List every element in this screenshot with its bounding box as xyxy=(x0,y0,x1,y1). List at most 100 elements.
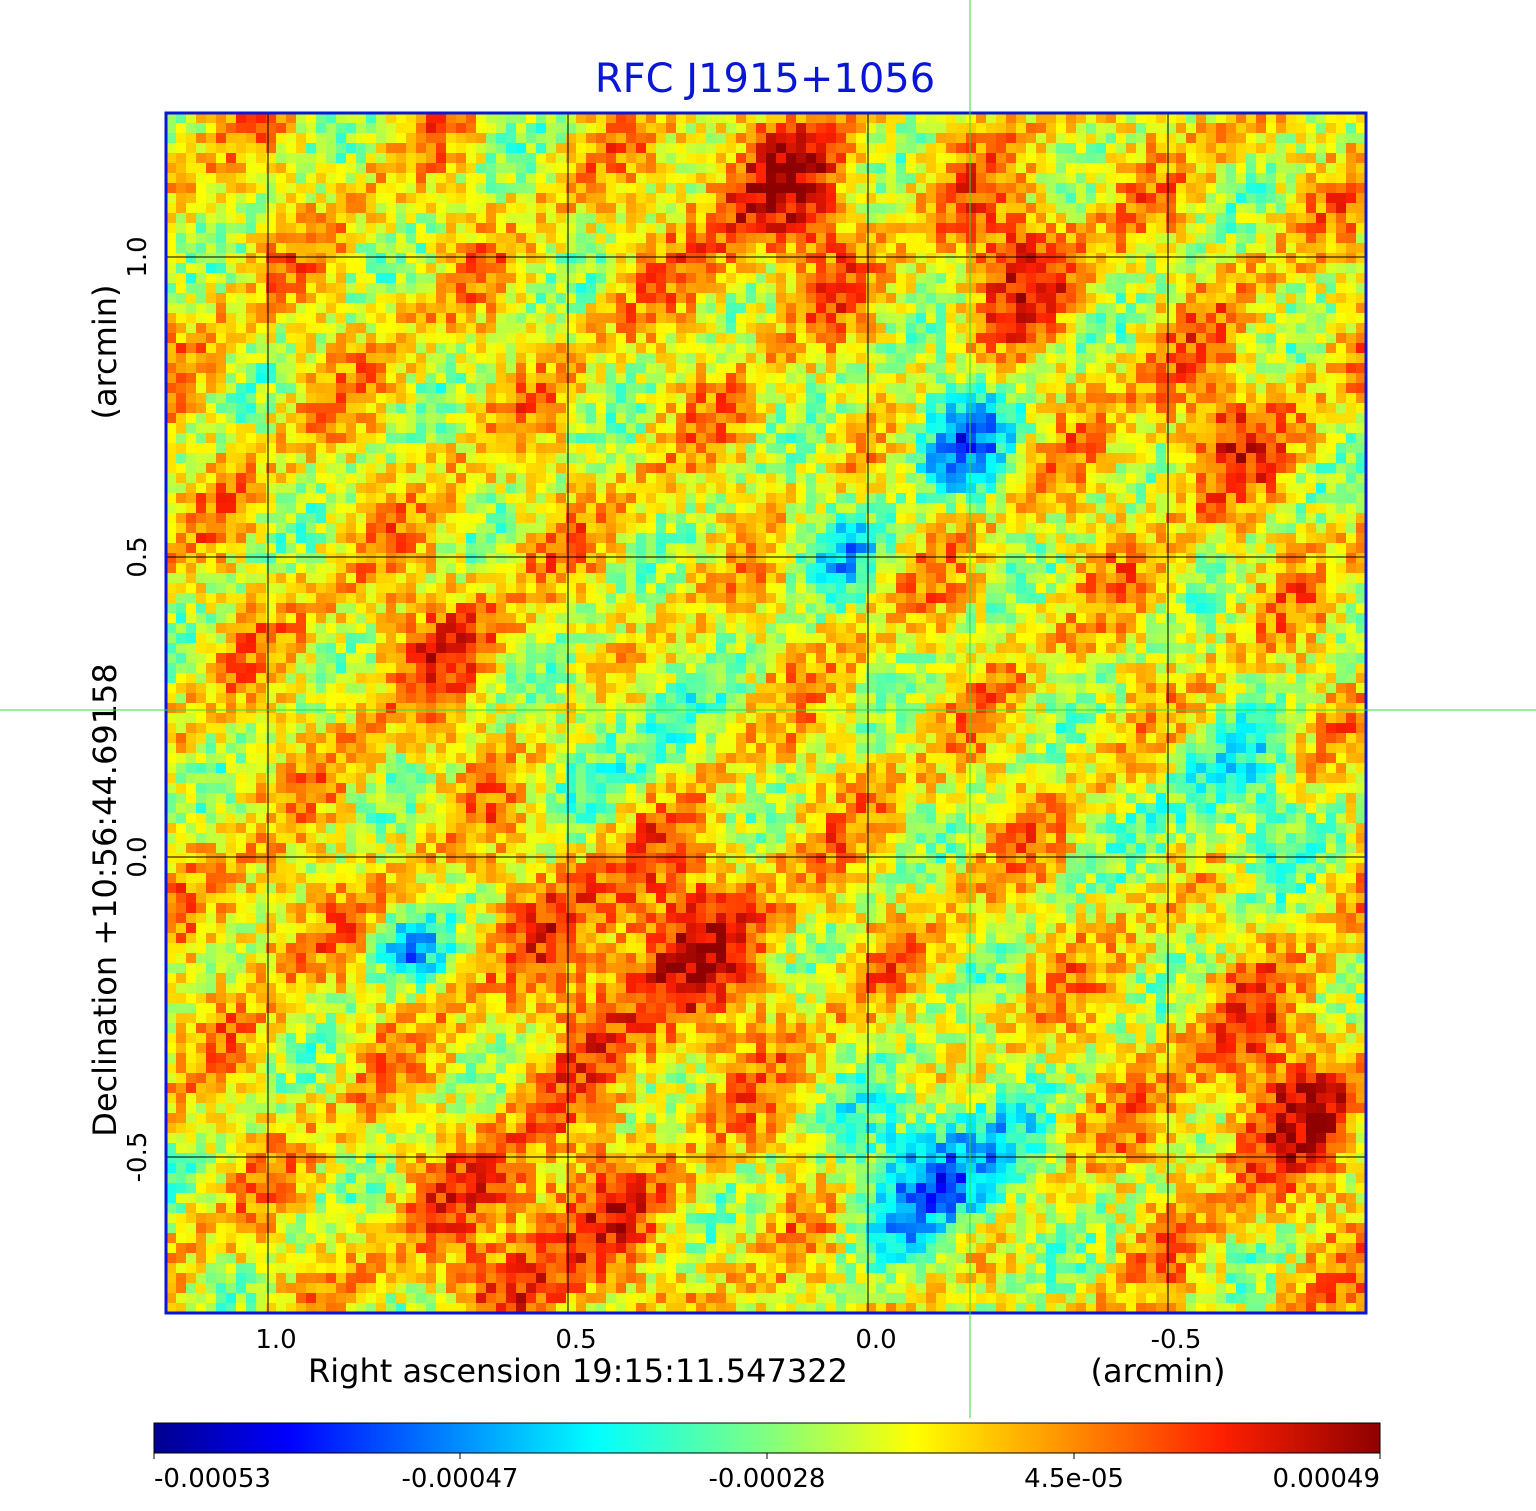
heatmap-cell xyxy=(1006,463,1017,474)
heatmap-cell xyxy=(1286,243,1297,254)
heatmap-cell xyxy=(416,123,427,134)
heatmap-cell xyxy=(346,403,357,414)
heatmap-cell xyxy=(696,113,707,124)
heatmap-cell xyxy=(176,343,187,354)
heatmap-cell xyxy=(876,183,887,194)
heatmap-cell xyxy=(566,153,577,164)
heatmap-cell xyxy=(726,283,737,294)
heatmap-cell xyxy=(1346,113,1357,124)
heatmap-cell xyxy=(886,333,897,344)
heatmap-cell xyxy=(816,463,827,474)
heatmap-cell xyxy=(186,333,197,344)
heatmap-cell xyxy=(1076,483,1087,494)
heatmap-cell xyxy=(1086,363,1097,374)
heatmap-cell xyxy=(1246,243,1257,254)
heatmap-cell xyxy=(336,223,347,234)
heatmap-cell xyxy=(646,343,657,354)
heatmap-cell xyxy=(1016,443,1027,454)
heatmap-cell xyxy=(476,143,487,154)
heatmap-cell xyxy=(986,503,997,514)
heatmap-cell xyxy=(1016,313,1027,324)
heatmap-cell xyxy=(886,123,897,134)
heatmap-cell xyxy=(1156,153,1167,164)
heatmap-cell xyxy=(166,133,177,144)
heatmap-cell xyxy=(616,493,627,504)
heatmap-cell xyxy=(736,403,747,414)
heatmap-cell xyxy=(346,423,357,434)
heatmap-cell xyxy=(796,483,807,494)
heatmap-cell xyxy=(1316,163,1327,174)
heatmap-cell xyxy=(1106,373,1117,384)
heatmap-cell xyxy=(916,263,927,274)
heatmap-cell xyxy=(1226,113,1237,124)
heatmap-cell xyxy=(266,363,277,374)
heatmap-cell xyxy=(736,413,747,424)
heatmap-cell xyxy=(416,413,427,424)
heatmap-cell xyxy=(336,133,347,144)
heatmap-cell xyxy=(466,203,477,214)
heatmap-cell xyxy=(906,143,917,154)
heatmap-cell xyxy=(1256,123,1267,134)
heatmap-cell xyxy=(636,223,647,234)
heatmap-cell xyxy=(226,213,237,224)
heatmap-cell xyxy=(216,433,227,444)
heatmap-cell xyxy=(826,523,837,534)
heatmap-cell xyxy=(1226,233,1237,244)
heatmap-cell xyxy=(1236,303,1247,314)
heatmap-cell xyxy=(426,473,437,484)
heatmap-cell xyxy=(786,513,797,524)
heatmap-cell xyxy=(226,353,237,364)
heatmap-cell xyxy=(606,113,617,124)
heatmap-cell xyxy=(1156,513,1167,524)
heatmap-cell xyxy=(1026,393,1037,404)
heatmap-cell xyxy=(826,213,837,224)
heatmap-cell xyxy=(846,173,857,184)
heatmap-cell xyxy=(916,143,927,154)
heatmap-cell xyxy=(536,523,547,534)
heatmap-cell xyxy=(676,193,687,204)
heatmap-cell xyxy=(236,213,247,224)
heatmap-cell xyxy=(416,303,427,314)
heatmap-cell xyxy=(296,183,307,194)
heatmap-cell xyxy=(466,493,477,504)
heatmap-cell xyxy=(706,453,717,464)
heatmap-cell xyxy=(516,243,527,254)
heatmap-cell xyxy=(166,463,177,474)
heatmap-cell xyxy=(916,283,927,294)
heatmap-cell xyxy=(546,323,557,334)
heatmap-cell xyxy=(526,303,537,314)
heatmap-cell xyxy=(1216,263,1227,274)
heatmap-cell xyxy=(376,113,387,124)
heatmap-cell xyxy=(766,143,777,154)
heatmap-cell xyxy=(1126,343,1137,354)
heatmap-cell xyxy=(1306,353,1317,364)
heatmap-cell xyxy=(1096,363,1107,374)
heatmap-cell xyxy=(386,343,397,354)
heatmap-cell xyxy=(636,423,647,434)
heatmap-cell xyxy=(1236,153,1247,164)
heatmap-cell xyxy=(276,393,287,404)
heatmap-cell xyxy=(1166,323,1177,334)
heatmap-cell xyxy=(506,503,517,514)
heatmap-cell xyxy=(1196,273,1207,284)
heatmap-cell xyxy=(726,323,737,334)
heatmap-cell xyxy=(246,423,257,434)
heatmap-cell xyxy=(206,373,217,384)
heatmap-cell xyxy=(326,243,337,254)
heatmap-cell xyxy=(696,523,707,534)
heatmap-cell xyxy=(1276,243,1287,254)
heatmap-cell xyxy=(1186,213,1197,224)
heatmap-cell xyxy=(766,163,777,174)
heatmap-cell xyxy=(1126,393,1137,404)
heatmap-cell xyxy=(1146,213,1157,224)
heatmap-cell xyxy=(696,423,707,434)
heatmap-cell xyxy=(1226,183,1237,194)
heatmap-cell xyxy=(166,123,177,134)
heatmap-cell xyxy=(1046,233,1057,244)
heatmap-cell xyxy=(1356,463,1366,474)
heatmap-cell xyxy=(1296,123,1307,134)
heatmap-cell xyxy=(626,373,637,384)
heatmap-cell xyxy=(546,213,557,224)
heatmap-cell xyxy=(1046,513,1057,524)
heatmap-cell xyxy=(1356,123,1366,134)
